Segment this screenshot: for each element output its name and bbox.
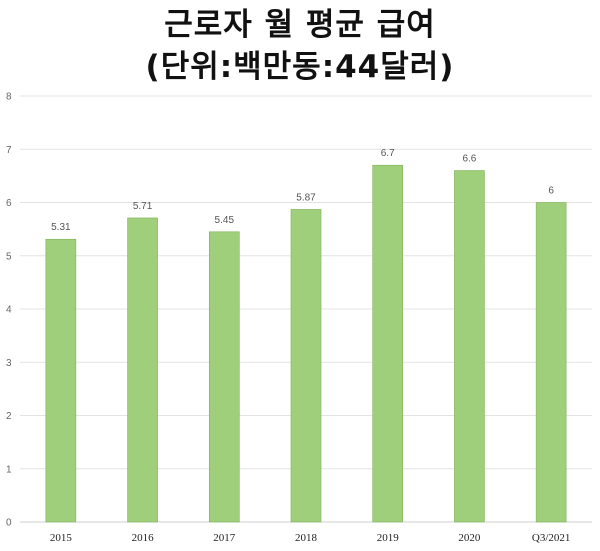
bar-q3-2021 xyxy=(535,202,567,523)
x-tick-label: Q3/2021 xyxy=(532,532,571,544)
y-tick-label: 1 xyxy=(6,464,12,475)
y-tick-label: 0 xyxy=(6,518,12,529)
bar-2015 xyxy=(45,238,77,523)
bar-2020 xyxy=(454,170,485,523)
x-tick-label: 2017 xyxy=(213,532,236,544)
bars xyxy=(45,164,567,523)
data-label: 5.45 xyxy=(215,215,235,226)
chart-title-line-2: (단위:백만동:44달러) xyxy=(145,49,455,85)
x-tick-label: 2020 xyxy=(458,532,481,544)
bar-2017 xyxy=(208,231,240,523)
bar-2016 xyxy=(127,217,158,523)
x-axis-ticks: 2015 2016 2017 2018 2019 2020 Q3/2021 xyxy=(50,532,571,544)
data-label: 5.71 xyxy=(133,201,153,212)
y-tick-label: 8 xyxy=(6,92,12,103)
chart-title-line-1: 근로자 월 평균 급여 xyxy=(164,7,436,43)
y-tick-label: 4 xyxy=(6,305,12,316)
x-tick-label: 2015 xyxy=(50,532,73,544)
data-label: 5.87 xyxy=(296,192,316,203)
y-tick-label: 7 xyxy=(6,145,12,156)
y-axis-ticks: 0 1 2 3 4 5 6 7 8 xyxy=(6,92,12,529)
chart-title: 근로자 월 평균 급여 (단위:백만동:44달러) xyxy=(0,4,600,88)
data-label: 5.31 xyxy=(51,222,71,233)
y-tick-label: 6 xyxy=(6,198,12,209)
x-tick-label: 2019 xyxy=(377,532,400,544)
y-tick-label: 3 xyxy=(6,358,12,369)
bar-2018 xyxy=(290,209,322,523)
y-tick-label: 2 xyxy=(6,411,12,422)
bar-2019 xyxy=(372,164,404,523)
data-label: 6.6 xyxy=(462,154,476,165)
data-label: 6 xyxy=(548,186,554,197)
x-tick-label: 2018 xyxy=(295,532,318,544)
data-label: 6.7 xyxy=(381,148,395,159)
x-tick-label: 2016 xyxy=(132,532,155,544)
y-tick-label: 5 xyxy=(6,251,12,262)
data-labels: 5.31 5.71 5.45 5.87 6.7 6.6 6 xyxy=(51,148,554,233)
